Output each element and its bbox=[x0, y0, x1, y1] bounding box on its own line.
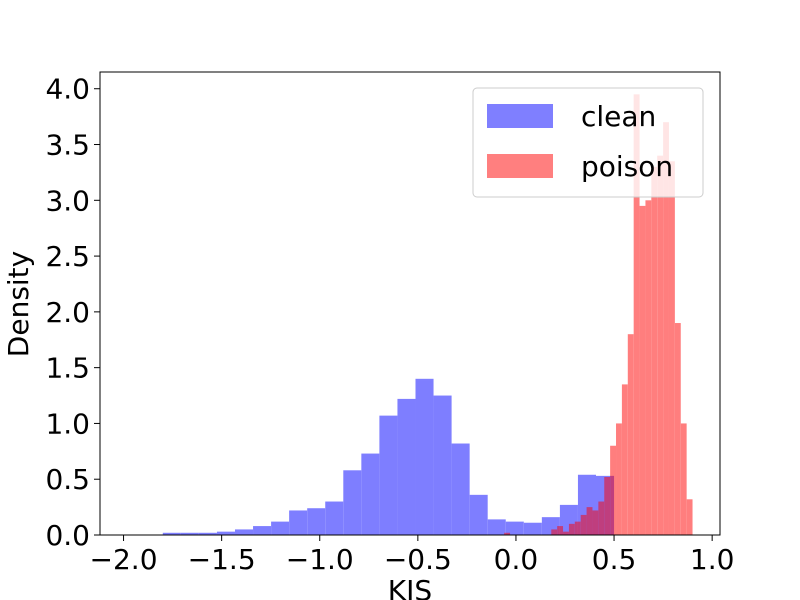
series-group bbox=[162, 378, 615, 535]
x-tick-label: −0.5 bbox=[384, 543, 452, 576]
x-tick-label: 0.5 bbox=[592, 543, 637, 576]
bar bbox=[397, 398, 416, 535]
bar bbox=[361, 453, 380, 535]
bar bbox=[616, 423, 622, 535]
bar bbox=[563, 531, 569, 535]
bar bbox=[216, 531, 235, 535]
bar bbox=[580, 514, 587, 535]
bar bbox=[651, 166, 658, 535]
bar bbox=[633, 94, 640, 535]
x-axis-label: KIS bbox=[388, 574, 432, 600]
bar bbox=[680, 423, 687, 535]
bar bbox=[598, 501, 605, 535]
bar bbox=[663, 122, 669, 535]
legend-swatch bbox=[487, 154, 553, 178]
y-tick-label: 1.5 bbox=[45, 352, 90, 385]
bar bbox=[586, 507, 593, 535]
bar bbox=[433, 395, 452, 535]
bar bbox=[557, 526, 564, 535]
x-tick-label: −2.0 bbox=[90, 543, 158, 576]
bar bbox=[657, 155, 664, 536]
bar bbox=[568, 523, 575, 535]
legend-swatch bbox=[487, 104, 553, 128]
y-tick-label: 4.0 bbox=[45, 73, 90, 106]
bar bbox=[234, 529, 254, 535]
bar bbox=[645, 200, 652, 535]
bar bbox=[379, 415, 398, 535]
bar bbox=[604, 476, 611, 535]
y-tick-label: 3.0 bbox=[45, 184, 90, 217]
x-tick-label: −1.0 bbox=[286, 543, 354, 576]
x-tick-label: 1.0 bbox=[690, 543, 735, 576]
x-tick-label: −1.5 bbox=[188, 543, 256, 576]
y-tick-label: 1.0 bbox=[45, 407, 90, 440]
y-tick-label: 0.5 bbox=[45, 463, 90, 496]
bar bbox=[621, 384, 628, 535]
bar bbox=[551, 529, 558, 535]
bar bbox=[343, 470, 362, 535]
bar bbox=[504, 532, 511, 535]
bar bbox=[307, 508, 326, 535]
bar bbox=[415, 378, 434, 535]
bar bbox=[180, 532, 199, 535]
bar bbox=[668, 161, 675, 536]
bar bbox=[610, 445, 617, 535]
series-group bbox=[504, 94, 693, 536]
y-tick-label: 2.5 bbox=[45, 240, 90, 273]
bar bbox=[639, 205, 646, 535]
x-tick-label: 0.0 bbox=[494, 543, 539, 576]
bar bbox=[289, 510, 308, 535]
legend-label: poison bbox=[581, 150, 673, 183]
bar bbox=[505, 521, 524, 535]
bar bbox=[162, 532, 181, 535]
bar bbox=[523, 522, 542, 535]
bar bbox=[451, 443, 470, 535]
bar bbox=[487, 519, 506, 535]
y-tick-label: 0.0 bbox=[45, 519, 90, 552]
legend-label: clean bbox=[581, 100, 656, 133]
bar bbox=[469, 494, 488, 535]
bar bbox=[325, 501, 344, 535]
y-tick-label: 2.0 bbox=[45, 296, 90, 329]
bar bbox=[271, 521, 290, 535]
bar bbox=[592, 510, 599, 535]
bar bbox=[198, 532, 217, 535]
bar bbox=[627, 334, 634, 535]
bar bbox=[574, 521, 581, 535]
bar bbox=[686, 499, 693, 535]
y-tick-label: 3.5 bbox=[45, 129, 90, 162]
bar bbox=[674, 323, 681, 535]
bar bbox=[253, 526, 272, 535]
plot-frame bbox=[99, 71, 721, 536]
y-axis-label: Density bbox=[2, 251, 35, 357]
